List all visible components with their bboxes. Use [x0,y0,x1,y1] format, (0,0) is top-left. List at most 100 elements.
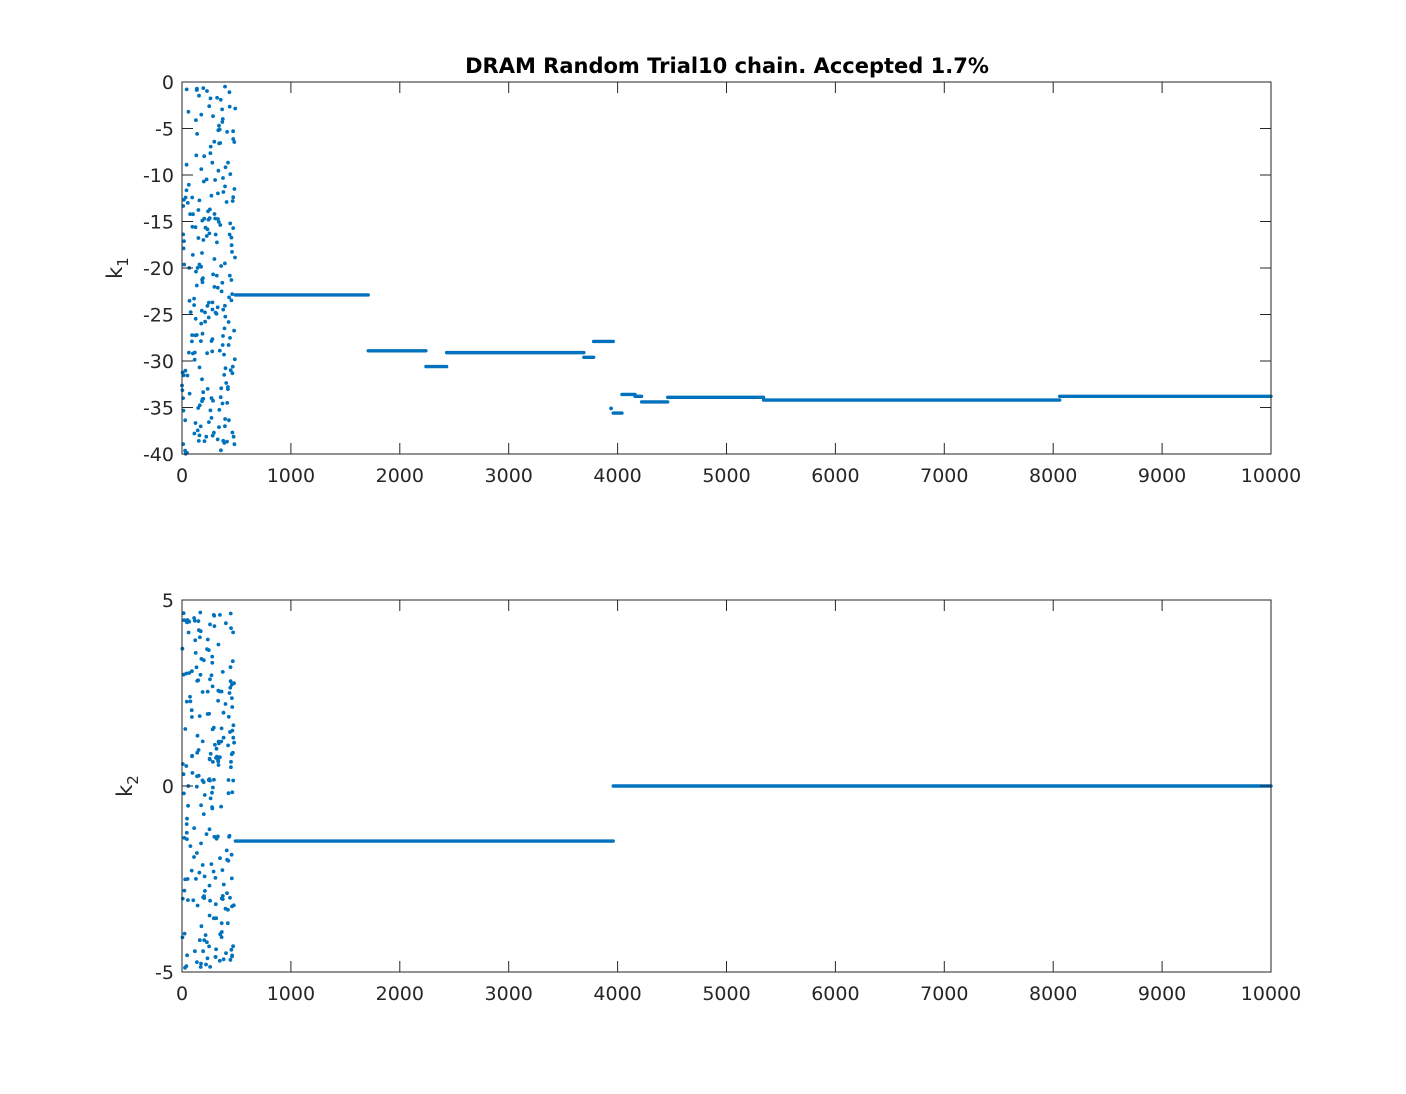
burnin-point [202,216,207,221]
burnin-point [196,748,201,752]
burnin-point [207,944,212,949]
burnin-point [193,316,198,321]
burnin-point [215,285,220,290]
burnin-point [226,778,231,782]
burnin-point [183,195,188,200]
burnin-point [208,151,213,156]
burnin-point [207,883,212,888]
burnin-point [186,109,191,114]
burnin-point [230,790,235,795]
burnin-point [213,178,218,182]
burnin-point [188,699,193,704]
burnin-point [223,261,227,266]
burnin-point [219,935,224,939]
burnin-point [190,753,195,758]
y-tick-label: 5 [162,590,174,612]
y-tick-label: -40 [143,444,174,466]
burnin-point [206,648,211,652]
burnin-point [187,391,192,396]
burnin-point [214,947,219,952]
burnin-point [224,621,228,626]
burnin-point [201,812,206,816]
burnin-point [217,141,222,146]
burnin-point [210,307,215,312]
burnin-point [227,90,232,95]
burnin-point [185,201,190,205]
burnin-point [213,232,218,237]
burnin-point [192,303,197,307]
burnin-point [210,727,215,732]
burnin-point [223,702,228,706]
burnin-point [216,763,221,767]
burnin-point [230,364,235,369]
burnin-point [210,349,215,354]
burnin-point [220,670,225,674]
burnin-point [229,752,234,757]
burnin-point [212,285,217,289]
burnin-point [213,876,218,880]
burnin-point [194,665,199,670]
burnin-point [229,298,234,303]
burnin-point [208,408,213,413]
burnin-point [214,273,219,278]
burnin-point [218,613,222,617]
burnin-point [221,334,225,338]
marks-k2 [180,610,1273,970]
burnin-point [221,957,226,962]
burnin-point [200,331,205,336]
burnin-point [219,386,224,391]
burnin-point [200,377,204,382]
burnin-point [201,658,206,663]
burnin-point [228,895,232,900]
burnin-point [231,129,236,134]
burnin-point [215,305,220,310]
burnin-point [210,300,215,305]
burnin-point [230,904,234,909]
x-tick-label: 9000 [1138,465,1186,487]
burnin-point [215,240,219,245]
burnin-point [208,96,213,101]
burnin-point [229,759,233,764]
burnin-point [197,93,201,98]
burnin-point [216,168,221,173]
burnin-point [205,637,210,642]
burnin-point [194,118,198,122]
burnin-point [213,310,218,315]
burnin-point [204,177,209,182]
burnin-point [220,401,225,406]
burnin-point [229,235,234,240]
burnin-point [199,112,204,117]
burnin-point [216,128,221,133]
burnin-point [185,816,189,821]
burnin-point [223,165,228,170]
burnin-point [208,796,213,801]
burnin-point [187,671,192,675]
burnin-point [186,803,191,808]
y-tick-label: -5 [155,119,174,141]
burnin-point [210,337,215,341]
burnin-point [231,630,236,635]
burnin-point [210,684,215,689]
burnin-point [218,856,222,860]
burnin-point [212,212,217,216]
x-tick-label: 2000 [376,465,424,487]
burnin-point [199,264,204,269]
burnin-point [217,408,222,412]
x-tick-label: 8000 [1029,465,1077,487]
burnin-point [219,739,224,744]
burnin-point [221,710,226,715]
burnin-point [205,689,210,694]
burnin-point [230,430,235,435]
burnin-point [206,209,210,214]
burnin-point [228,958,233,962]
burnin-point [210,660,215,665]
burnin-point [203,319,208,324]
burnin-point [194,877,198,881]
burnin-point [227,691,232,695]
burnin-point [221,190,226,194]
burnin-point [194,88,199,92]
burnin-point [217,958,222,963]
burnin-point [217,425,221,429]
x-tick-label: 1000 [267,983,315,1005]
burnin-point [232,681,236,686]
